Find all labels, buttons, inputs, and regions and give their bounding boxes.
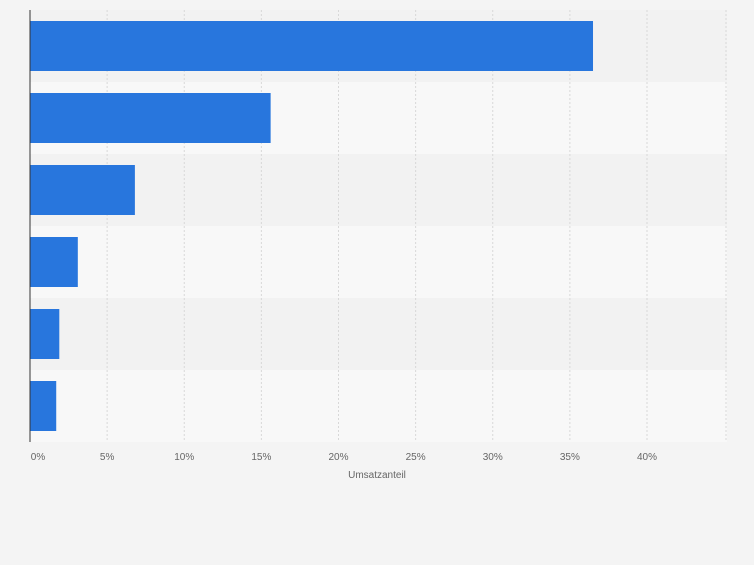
x-tick-label: 10% bbox=[174, 452, 194, 463]
x-tick-label: 40% bbox=[637, 452, 657, 463]
bar[interactable] bbox=[30, 237, 78, 287]
bar[interactable] bbox=[30, 381, 57, 431]
x-tick-label: 35% bbox=[560, 452, 580, 463]
x-tick-label: 5% bbox=[100, 452, 115, 463]
bar[interactable] bbox=[30, 21, 594, 71]
x-tick-label: 20% bbox=[328, 452, 348, 463]
row-band bbox=[30, 370, 727, 442]
row-band bbox=[30, 226, 727, 298]
bars bbox=[30, 21, 594, 431]
bar[interactable] bbox=[30, 165, 135, 215]
bar[interactable] bbox=[30, 309, 60, 359]
row-band bbox=[30, 154, 727, 226]
x-tick-label: 0% bbox=[31, 452, 46, 463]
bar[interactable] bbox=[30, 93, 271, 143]
x-tick-label: 30% bbox=[483, 452, 503, 463]
x-tick-label: 15% bbox=[251, 452, 271, 463]
x-axis-label: Umsatzanteil bbox=[348, 470, 406, 481]
row-band bbox=[30, 298, 727, 370]
gridlines bbox=[106, 10, 727, 442]
x-tick-labels: 0% 5% 10% 15% 20% 25% 30% 35% 40% bbox=[31, 452, 657, 463]
row-bands bbox=[30, 10, 727, 442]
x-tick-label: 25% bbox=[406, 452, 426, 463]
